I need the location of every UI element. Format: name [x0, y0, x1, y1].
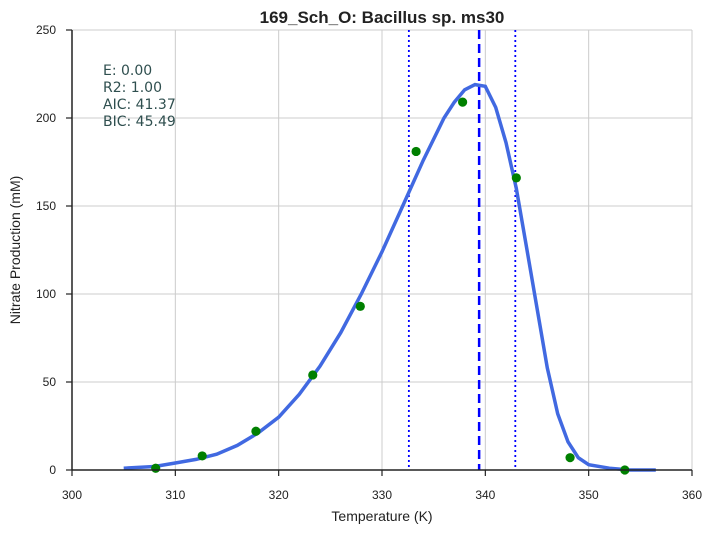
axes — [66, 29, 693, 476]
x-tick-label-5: 350 — [579, 488, 599, 502]
fit-stat-3: BIC: 45.49 — [103, 114, 176, 130]
y-tick-label-1: 50 — [43, 375, 57, 389]
tick-labels: 300 310 320 330 340 350 360 0 50 100 150 200 250 — [36, 23, 702, 502]
y-tick-label-3: 150 — [36, 199, 56, 213]
y-axis-label: Nitrate Production (mM) — [7, 176, 23, 325]
y-tick-label-0: 0 — [49, 463, 56, 477]
reference-lines — [407, 30, 517, 470]
data-point-4 — [355, 301, 365, 311]
data-point-8 — [565, 453, 575, 463]
x-tick-label-6: 360 — [682, 488, 702, 502]
x-axis-label: Temperature (K) — [331, 508, 432, 524]
x-tick-label-3: 330 — [372, 488, 392, 502]
data-point-0 — [151, 463, 161, 473]
fit-stat-1: R2: 1.00 — [103, 80, 162, 96]
fit-curve — [123, 82, 656, 472]
data-point-5 — [411, 146, 421, 157]
x-tick-label-0: 300 — [62, 488, 82, 502]
data-point-7 — [511, 173, 521, 183]
x-tick-label-2: 320 — [269, 488, 289, 502]
data-point-1 — [197, 451, 207, 461]
y-tick-label-5: 250 — [36, 23, 56, 37]
y-tick-label-2: 100 — [36, 287, 56, 301]
data-point-3 — [308, 370, 318, 380]
chart-title: 169_Sch_O: Bacillus sp. ms30 — [260, 8, 505, 27]
grid-lines — [71, 29, 693, 471]
x-tick-label-1: 310 — [165, 488, 185, 502]
x-tick-label-4: 340 — [475, 488, 495, 502]
y-tick-label-4: 200 — [36, 111, 56, 125]
fit-stat-0: E: 0.00 — [103, 63, 152, 79]
data-point-2 — [251, 426, 261, 436]
data-point-6 — [458, 97, 468, 107]
fit-stat-2: AIC: 41.37 — [103, 97, 176, 113]
